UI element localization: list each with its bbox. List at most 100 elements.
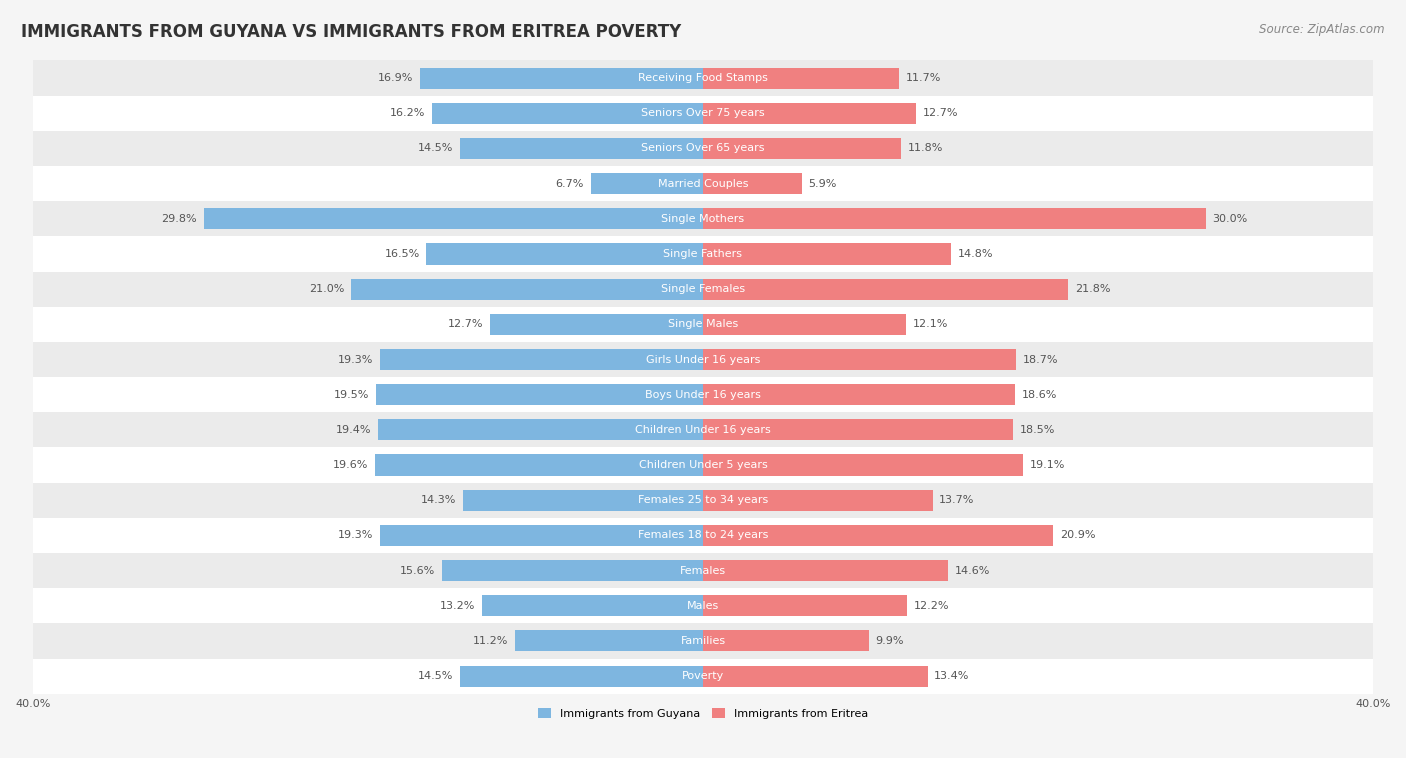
Text: 12.7%: 12.7% — [922, 108, 957, 118]
Text: Females 18 to 24 years: Females 18 to 24 years — [638, 531, 768, 540]
Bar — [703, 173, 801, 194]
Text: 19.1%: 19.1% — [1029, 460, 1066, 470]
Text: 12.2%: 12.2% — [914, 601, 949, 611]
Bar — [352, 279, 703, 299]
Text: 14.5%: 14.5% — [418, 143, 453, 153]
Bar — [703, 102, 915, 124]
Text: 16.5%: 16.5% — [385, 249, 420, 259]
Bar — [464, 490, 703, 511]
Text: Children Under 5 years: Children Under 5 years — [638, 460, 768, 470]
Bar — [703, 138, 901, 159]
Bar — [32, 623, 1374, 659]
Bar — [32, 61, 1374, 96]
Text: 19.6%: 19.6% — [332, 460, 368, 470]
Bar — [491, 314, 703, 335]
Text: Females: Females — [681, 565, 725, 575]
Bar — [32, 236, 1374, 271]
Bar — [32, 412, 1374, 447]
Bar — [32, 377, 1374, 412]
Bar — [32, 166, 1374, 201]
Bar — [32, 518, 1374, 553]
Text: 14.8%: 14.8% — [957, 249, 993, 259]
Bar — [703, 243, 950, 265]
Text: 19.3%: 19.3% — [337, 355, 373, 365]
Bar — [703, 67, 898, 89]
Bar — [703, 419, 1012, 440]
Bar — [703, 631, 869, 651]
Text: 14.5%: 14.5% — [418, 671, 453, 681]
Bar — [377, 384, 703, 406]
Text: Single Females: Single Females — [661, 284, 745, 294]
Text: Children Under 16 years: Children Under 16 years — [636, 425, 770, 435]
Text: Poverty: Poverty — [682, 671, 724, 681]
Text: 18.5%: 18.5% — [1019, 425, 1054, 435]
Bar — [380, 525, 703, 546]
Bar — [32, 342, 1374, 377]
Bar — [420, 67, 703, 89]
Text: 16.9%: 16.9% — [378, 73, 413, 83]
Bar — [441, 560, 703, 581]
Bar — [380, 349, 703, 370]
Text: 12.1%: 12.1% — [912, 319, 948, 329]
Text: 11.8%: 11.8% — [907, 143, 943, 153]
Bar — [703, 208, 1206, 230]
Bar — [426, 243, 703, 265]
Text: 6.7%: 6.7% — [555, 179, 583, 189]
Text: Seniors Over 65 years: Seniors Over 65 years — [641, 143, 765, 153]
Text: Receiving Food Stamps: Receiving Food Stamps — [638, 73, 768, 83]
Text: 21.0%: 21.0% — [309, 284, 344, 294]
Bar — [32, 271, 1374, 307]
Text: Males: Males — [688, 601, 718, 611]
Bar — [591, 173, 703, 194]
Text: 19.5%: 19.5% — [335, 390, 370, 399]
Text: 19.4%: 19.4% — [336, 425, 371, 435]
Text: Families: Families — [681, 636, 725, 646]
Bar — [703, 595, 907, 616]
Text: 13.4%: 13.4% — [934, 671, 970, 681]
Text: 15.6%: 15.6% — [399, 565, 434, 575]
Bar — [374, 455, 703, 475]
Text: 19.3%: 19.3% — [337, 531, 373, 540]
Text: 29.8%: 29.8% — [162, 214, 197, 224]
Bar — [32, 588, 1374, 623]
Text: 11.2%: 11.2% — [474, 636, 509, 646]
Text: 14.3%: 14.3% — [422, 495, 457, 506]
Bar — [32, 447, 1374, 483]
Bar — [432, 102, 703, 124]
Bar — [703, 314, 905, 335]
Bar — [703, 525, 1053, 546]
Text: 12.7%: 12.7% — [449, 319, 484, 329]
Legend: Immigrants from Guyana, Immigrants from Eritrea: Immigrants from Guyana, Immigrants from … — [533, 703, 873, 723]
Text: 13.7%: 13.7% — [939, 495, 974, 506]
Text: 21.8%: 21.8% — [1076, 284, 1111, 294]
Bar — [32, 553, 1374, 588]
Bar — [32, 131, 1374, 166]
Bar — [703, 666, 928, 687]
Bar — [482, 595, 703, 616]
Bar — [460, 666, 703, 687]
Bar — [703, 349, 1017, 370]
Bar — [204, 208, 703, 230]
Text: Single Males: Single Males — [668, 319, 738, 329]
Bar — [516, 631, 703, 651]
Text: Married Couples: Married Couples — [658, 179, 748, 189]
Text: 18.6%: 18.6% — [1021, 390, 1057, 399]
Text: Boys Under 16 years: Boys Under 16 years — [645, 390, 761, 399]
Bar — [703, 455, 1024, 475]
Bar — [32, 483, 1374, 518]
Bar — [32, 659, 1374, 694]
Bar — [703, 560, 948, 581]
Text: Seniors Over 75 years: Seniors Over 75 years — [641, 108, 765, 118]
Text: Females 25 to 34 years: Females 25 to 34 years — [638, 495, 768, 506]
Text: 5.9%: 5.9% — [808, 179, 837, 189]
Text: Single Fathers: Single Fathers — [664, 249, 742, 259]
Text: Source: ZipAtlas.com: Source: ZipAtlas.com — [1260, 23, 1385, 36]
Text: 9.9%: 9.9% — [876, 636, 904, 646]
Text: 16.2%: 16.2% — [389, 108, 425, 118]
Bar — [32, 307, 1374, 342]
Text: Single Mothers: Single Mothers — [661, 214, 745, 224]
Bar — [703, 490, 932, 511]
Bar — [460, 138, 703, 159]
Bar — [32, 96, 1374, 131]
Text: 30.0%: 30.0% — [1212, 214, 1247, 224]
